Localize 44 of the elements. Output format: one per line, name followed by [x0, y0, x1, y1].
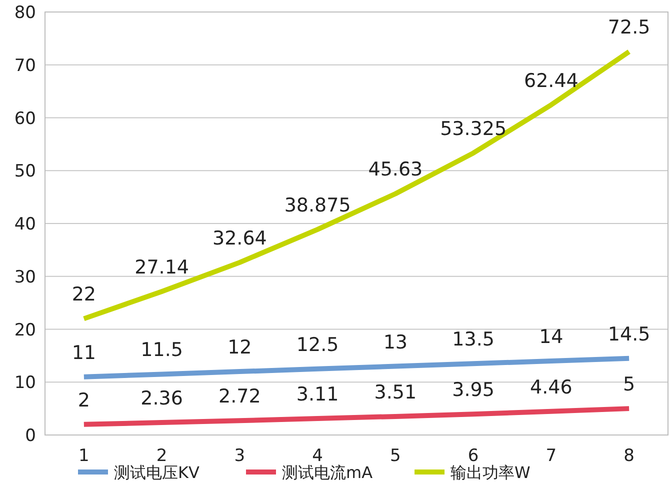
data-label: 2 [78, 389, 90, 412]
data-label: 5 [623, 374, 636, 396]
data-label: 32.64 [212, 227, 267, 250]
data-label: 38.875 [284, 194, 351, 216]
y-tick-label: 0 [25, 426, 36, 446]
data-label: 22 [72, 284, 96, 306]
data-label: 14.5 [608, 323, 650, 346]
data-label: 14 [539, 326, 564, 348]
data-label: 27.14 [134, 256, 190, 278]
y-tick-label: 30 [14, 267, 36, 288]
data-label: 13 [383, 331, 408, 354]
y-tick-label: 80 [14, 3, 36, 23]
legend-label: 测试电流mA [282, 463, 373, 482]
x-tick-label: 5 [390, 446, 401, 466]
x-tick-label: 2 [156, 446, 168, 466]
data-label: 11.5 [140, 339, 183, 362]
data-label: 12 [228, 336, 252, 359]
data-label: 53.325 [440, 118, 507, 140]
x-tick-label: 8 [624, 446, 634, 466]
x-tick-label: 7 [546, 446, 557, 466]
data-label: 72.5 [608, 16, 650, 39]
y-tick-label: 20 [14, 320, 36, 340]
data-label: 3.11 [296, 384, 339, 406]
data-label: 2.72 [218, 386, 261, 408]
legend-label: 测试电压KV [114, 463, 200, 482]
x-tick-label: 4 [312, 446, 323, 466]
data-label: 2.36 [140, 388, 183, 410]
legend-label: 输出功率W [450, 463, 531, 482]
data-label: 11 [72, 342, 96, 364]
data-label: 13.5 [452, 328, 494, 351]
y-tick-label: 10 [14, 373, 36, 394]
data-label: 3.95 [452, 379, 494, 402]
y-tick-label: 70 [14, 56, 36, 76]
y-tick-label: 50 [14, 162, 36, 182]
data-label: 4.46 [530, 376, 572, 398]
data-label: 12.5 [296, 334, 339, 356]
x-tick-label: 3 [234, 446, 246, 466]
x-tick-label: 6 [468, 446, 479, 466]
data-label: 45.63 [368, 158, 423, 181]
x-tick-label: 1 [78, 446, 90, 466]
data-label: 3.51 [374, 381, 417, 404]
data-label: 62.44 [524, 70, 578, 92]
y-tick-label: 40 [14, 214, 36, 234]
y-tick-label: 60 [14, 108, 36, 129]
